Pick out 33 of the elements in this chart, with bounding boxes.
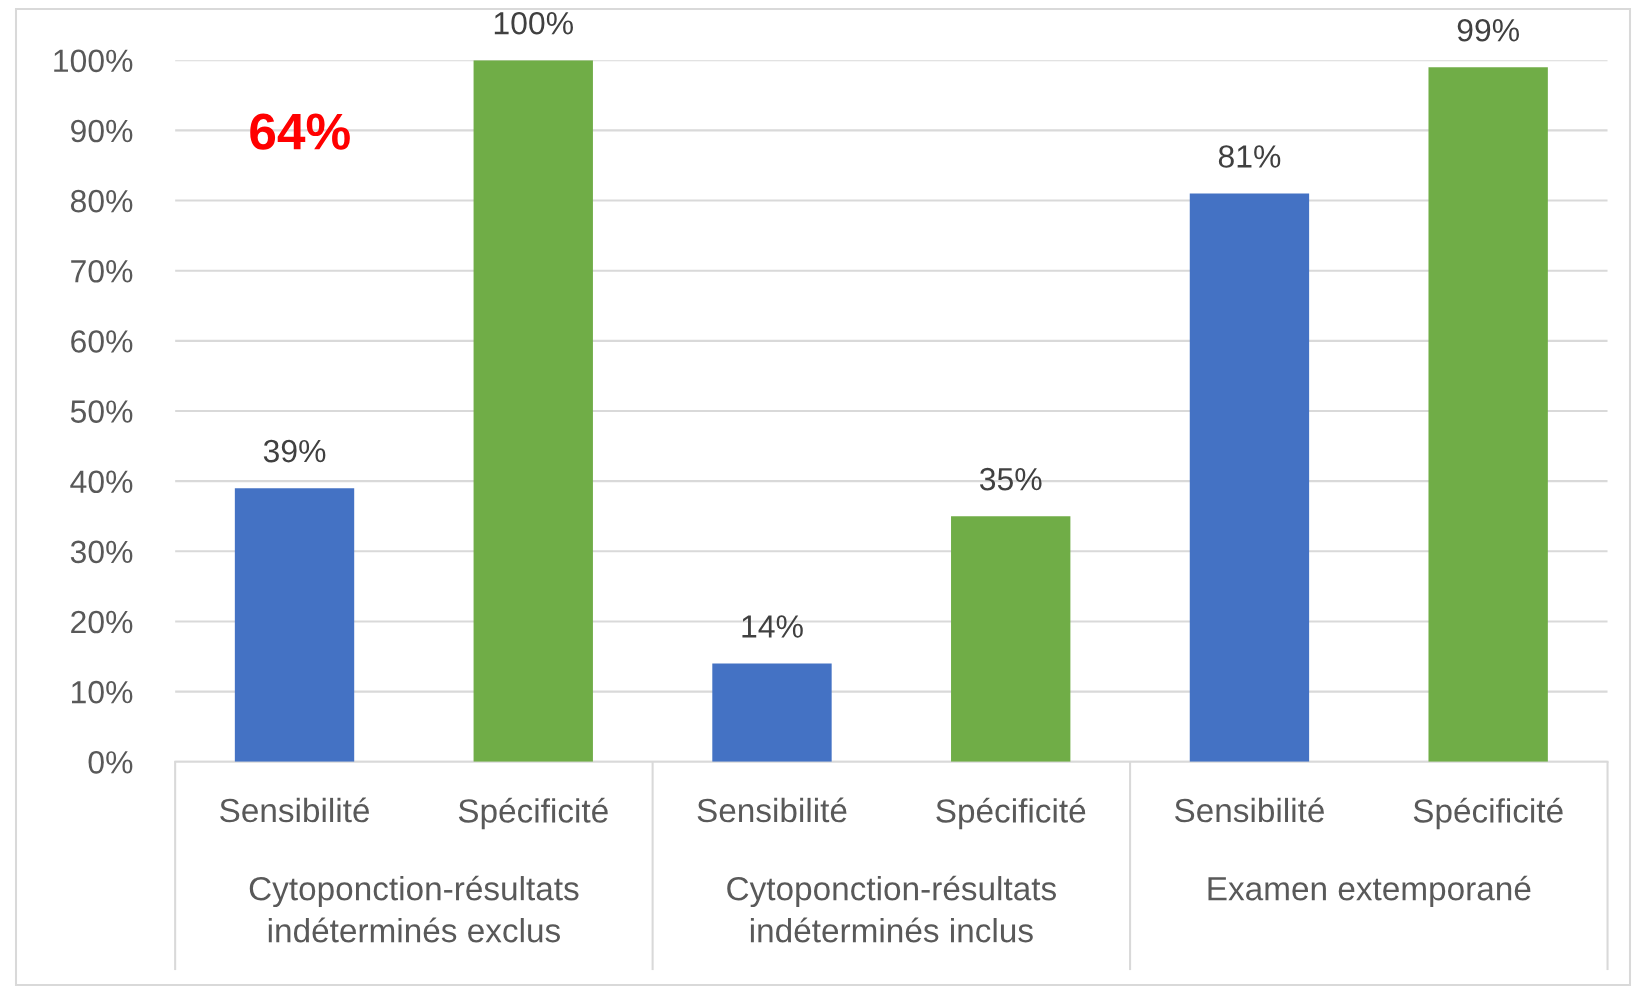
y-tick-label: 90% [71, 119, 133, 143]
data-label: 81% [1218, 145, 1281, 168]
x-tick-label: Cytoponction-résultats indéterminés inclus [727, 875, 1056, 943]
y-tick-label: 20% [71, 610, 133, 634]
series-label: Spécificité [458, 797, 608, 830]
y-tick-label: 40% [70, 470, 133, 494]
text: Spécificité [936, 797, 1086, 830]
bar [1428, 67, 1548, 762]
data-label: 99% [1457, 18, 1519, 42]
x-tick-label: Examen extemporané [1208, 875, 1531, 908]
annotation: 64% [250, 113, 350, 150]
y-tick-label: 60% [71, 330, 133, 353]
y-tick-label: 50% [70, 400, 133, 423]
bar [234, 488, 355, 762]
data-label: 100% [494, 11, 573, 35]
data-label: 39% [263, 439, 326, 463]
data-label: 35% [979, 467, 1042, 491]
y-tick-label: 30% [70, 540, 133, 564]
y-tick-label: 10% [71, 680, 133, 704]
y-tick-label: 70% [71, 259, 133, 283]
text: Sensibilité [220, 797, 370, 823]
y-tick-label: 80% [70, 189, 133, 213]
bar [712, 663, 832, 762]
bar [951, 516, 1071, 762]
y-tick-label: 100% [54, 49, 133, 73]
bar [473, 60, 593, 762]
text: Sensibilité [1174, 797, 1324, 823]
bar [1189, 193, 1310, 762]
series-label: Sensibilité [697, 797, 847, 823]
y-tick-label: 0% [88, 751, 133, 774]
text: Spécificité [1413, 797, 1563, 830]
x-tick-label: Cytoponction-résultats indéterminés exclus [249, 875, 579, 943]
data-label: 14% [742, 615, 803, 638]
